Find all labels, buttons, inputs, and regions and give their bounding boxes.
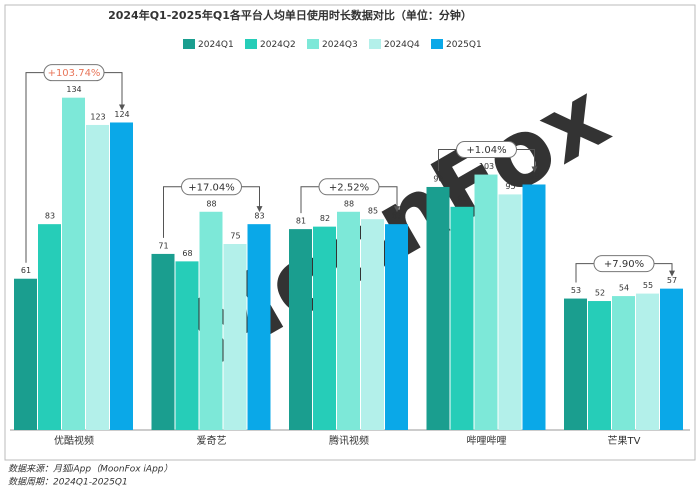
legend-label: 2024Q1 <box>198 40 234 50</box>
legend-label: 2024Q3 <box>322 40 358 50</box>
growth-arrow <box>669 270 675 277</box>
bar <box>612 296 635 430</box>
value-label: 103 <box>479 162 494 171</box>
bar <box>588 301 611 430</box>
bar <box>175 261 199 430</box>
legend-label: 2024Q4 <box>384 40 420 50</box>
bar <box>313 226 336 430</box>
value-label: 57 <box>667 276 677 285</box>
value-label: 83 <box>45 212 55 221</box>
chart-title: 2024年Q1-2025年Q1各平台人均单日使用时长数据对比（单位：分钟） <box>108 8 472 22</box>
period: 数据周期：2024Q1-2025Q1 <box>8 477 128 488</box>
value-label: 85 <box>368 207 378 216</box>
value-label: 75 <box>230 232 240 241</box>
growth-box <box>318 178 380 196</box>
growth-box <box>43 64 105 82</box>
bar <box>337 211 360 430</box>
growth-label: +17.04% <box>188 182 235 193</box>
source: 数据来源：月狐iApp（MoonFox iApp） <box>8 464 173 475</box>
x-tick-label: 哔哩哔哩 <box>467 434 507 447</box>
legend-label: 2025Q1 <box>446 40 482 50</box>
bar <box>38 224 61 430</box>
growth-label: +7.90% <box>604 259 644 270</box>
legend-swatch <box>431 39 443 49</box>
value-label: 54 <box>619 284 629 293</box>
x-tick-label: 优酷视频 <box>54 434 94 447</box>
value-label: 61 <box>21 266 31 275</box>
growth-arrow <box>119 104 125 111</box>
value-label: 52 <box>595 289 605 298</box>
value-label: 90 <box>457 194 467 203</box>
value-label: 82 <box>320 214 330 223</box>
bar <box>498 194 522 430</box>
bar <box>247 224 271 430</box>
value-label: 81 <box>296 217 306 226</box>
value-label: 99 <box>529 172 539 181</box>
value-label: 88 <box>344 199 354 208</box>
bar <box>14 278 37 430</box>
value-label: 55 <box>643 281 653 290</box>
growth-box <box>181 178 242 196</box>
bar <box>522 184 546 430</box>
x-tick-label: 芒果TV <box>608 434 641 447</box>
bar <box>450 206 474 430</box>
growth-label: +103.74% <box>48 68 101 79</box>
growth-box <box>456 141 517 159</box>
value-label: 134 <box>66 85 81 94</box>
bar <box>151 253 175 430</box>
bar <box>223 244 247 430</box>
growth-box <box>593 255 655 273</box>
bar <box>110 122 133 430</box>
legend-swatch <box>307 39 319 49</box>
value-label: 95 <box>505 182 515 191</box>
growth-arrow <box>256 206 263 213</box>
legend-swatch <box>369 39 381 49</box>
bar <box>199 211 223 430</box>
value-label: 124 <box>114 110 129 119</box>
bar <box>474 174 498 430</box>
x-tick-label: 爱奇艺 <box>197 434 227 447</box>
frame <box>4 4 696 461</box>
bar <box>385 224 408 430</box>
growth-label: +1.04% <box>466 145 506 156</box>
bar <box>361 219 384 430</box>
growth-arrow <box>394 206 400 213</box>
bar <box>564 298 587 430</box>
x-tick-label: 腾讯视频 <box>329 434 369 447</box>
value-label: 83 <box>254 212 264 221</box>
value-label: 71 <box>158 241 168 250</box>
value-label: 98 <box>433 174 443 183</box>
bar <box>636 293 659 430</box>
bar <box>660 288 683 430</box>
value-label: 53 <box>571 286 581 295</box>
value-label: 68 <box>182 249 192 258</box>
bar <box>289 229 312 430</box>
legend-swatch <box>245 39 257 49</box>
growth-arrow <box>531 166 538 173</box>
value-label: 88 <box>206 199 216 208</box>
bar <box>62 97 85 431</box>
legend-label: 2024Q2 <box>260 40 296 50</box>
bar <box>426 186 450 430</box>
value-label: 83 <box>392 212 402 221</box>
value-label: 123 <box>90 112 105 121</box>
legend-swatch <box>183 39 195 49</box>
bar <box>86 124 109 431</box>
growth-label: +2.52% <box>329 182 369 193</box>
